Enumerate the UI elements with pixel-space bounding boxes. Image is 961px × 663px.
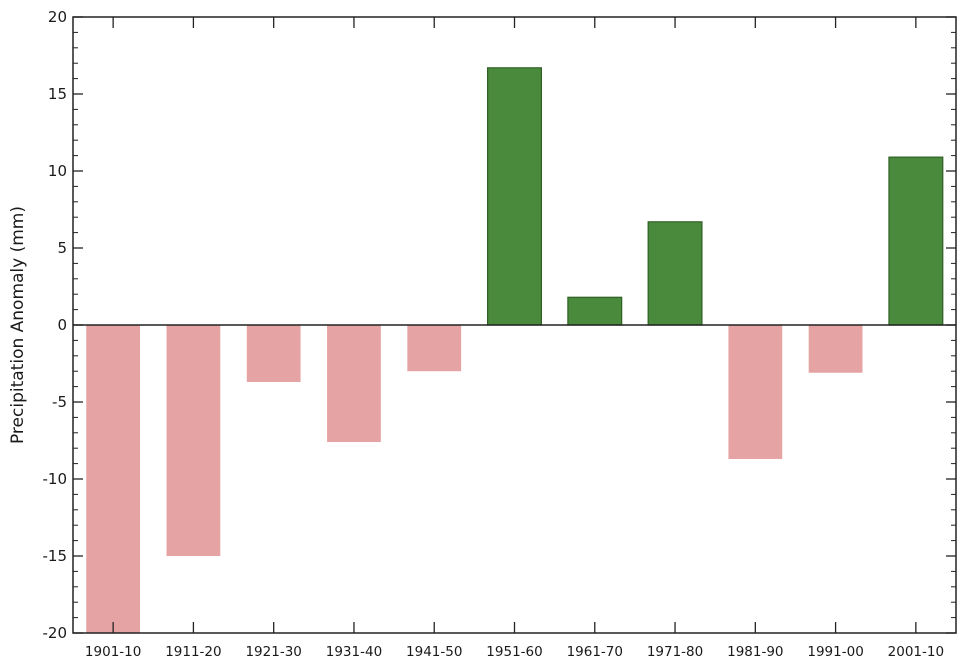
x-tick-label: 2001-10 <box>888 644 944 660</box>
x-tick-label: 1991-00 <box>807 644 863 660</box>
x-tick-label: 1921-30 <box>245 644 301 660</box>
bar-1971-80 <box>647 221 703 326</box>
bar-2001-10 <box>888 156 944 326</box>
ticks-group <box>73 16 956 634</box>
x-tick-labels: 1901-10 1911-20 1921-30 1931-40 1941-50 1951-… <box>85 644 944 660</box>
bar-1961-70 <box>567 296 623 326</box>
x-tick-label: 1901-10 <box>85 644 141 660</box>
x-tick-label: 1961-70 <box>567 644 623 660</box>
y-tick-label: -20 <box>43 624 68 642</box>
y-tick-label: -10 <box>43 470 68 488</box>
y-tick-label: 5 <box>57 239 67 257</box>
bar-1951-60 <box>487 67 542 326</box>
bar-1921-30 <box>246 325 301 382</box>
x-tick-label: 1931-40 <box>326 644 382 660</box>
y-tick-label: 15 <box>48 85 67 103</box>
x-tick-label: 1951-60 <box>486 644 542 660</box>
y-axis-title: Precipitation Anomaly (mm) <box>8 206 28 444</box>
y-tick-label: -5 <box>52 393 67 411</box>
bar-1931-40 <box>327 325 381 443</box>
y-tick-label: 20 <box>48 8 67 26</box>
x-tick-label: 1981-90 <box>727 644 783 660</box>
x-tick-label: 1971-80 <box>647 644 703 660</box>
bar-1901-10 <box>86 325 141 633</box>
y-tick-label: 10 <box>48 162 67 180</box>
bar-1981-90 <box>728 325 783 459</box>
bar-1941-50 <box>407 325 462 372</box>
x-tick-label: 1941-50 <box>406 644 462 660</box>
y-tick-labels: 20 15 10 5 0 -5 -10 -15 -20 <box>43 8 68 642</box>
bar-1991-00 <box>808 325 863 373</box>
y-tick-label: -15 <box>43 547 68 565</box>
bars-group <box>86 67 944 633</box>
bar-1911-20 <box>166 325 221 556</box>
x-tick-label: 1911-20 <box>165 644 221 660</box>
y-tick-label: 0 <box>57 316 67 334</box>
